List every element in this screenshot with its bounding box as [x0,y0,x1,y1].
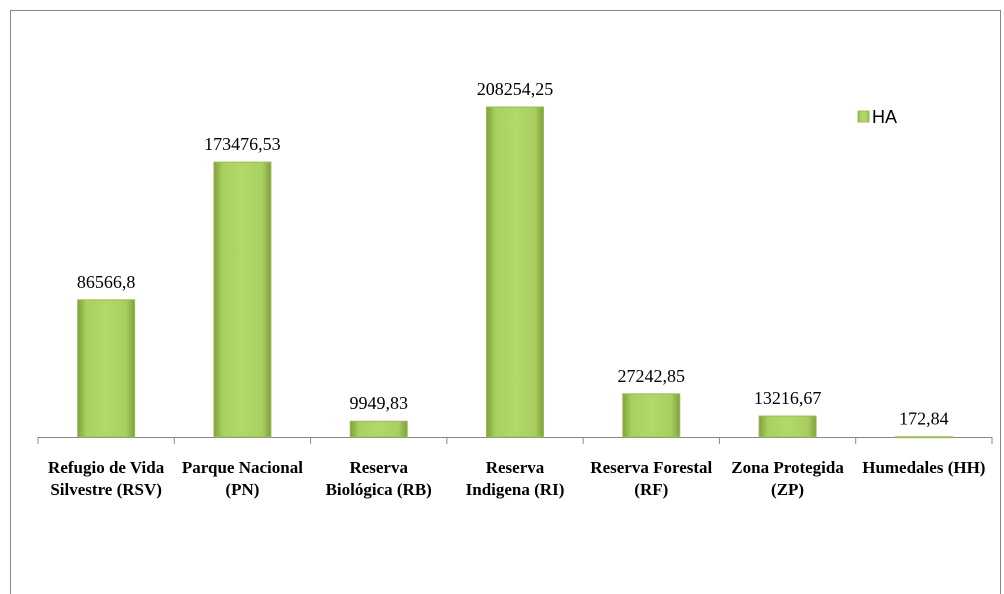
legend-label: HA [872,107,897,127]
bar [349,420,408,438]
legend-swatch [857,110,870,123]
value-label: 208254,25 [477,79,554,99]
x-tick-label: Parque Nacional (PN) [181,458,303,499]
bar [622,393,681,438]
value-label: 86566,8 [77,272,136,292]
value-label: 172,84 [899,409,949,429]
x-tick-label: Reserva Biológica (RB) [325,458,432,499]
x-tick-label: Zona Protegida (ZP) [731,458,844,499]
value-label: 173476,53 [204,134,281,154]
bar [77,299,136,438]
x-tick-label: Refugio de Vida Silvestre (RSV) [48,458,165,499]
bar [894,436,953,439]
chart-border [10,10,1001,594]
x-tick-label: Reserva Forestal (RF) [590,458,713,499]
bar [213,161,272,438]
bar [486,106,544,438]
bar [758,415,817,438]
value-label: 13216,67 [754,388,822,408]
x-tick-label: Humedales (HH) [862,458,986,477]
value-label: 27242,85 [618,366,686,386]
x-tick-label: Reserva Indigena (RI) [465,458,565,499]
value-label: 9949,83 [349,393,408,413]
